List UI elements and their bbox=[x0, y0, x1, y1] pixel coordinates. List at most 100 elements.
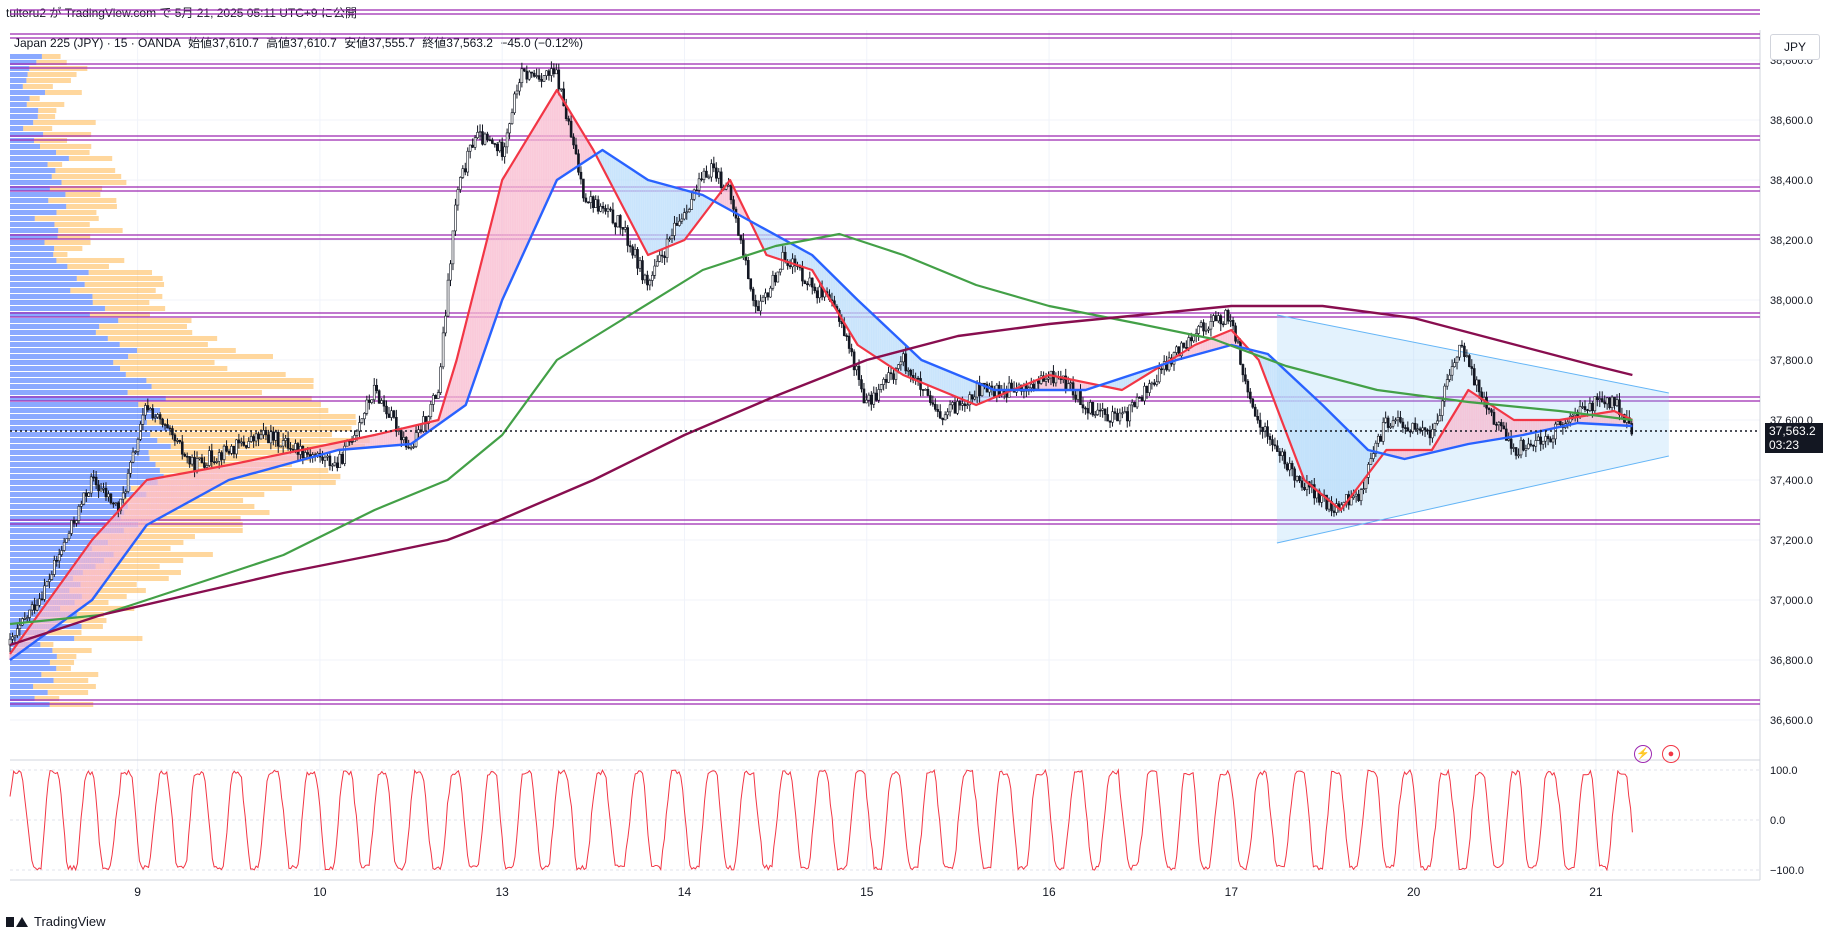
candle-body bbox=[537, 75, 541, 80]
candle-body bbox=[57, 554, 61, 562]
candle-body bbox=[1445, 379, 1449, 387]
volume-profile-bar bbox=[65, 192, 101, 197]
candle-body bbox=[427, 416, 430, 424]
candle-body bbox=[1044, 378, 1048, 382]
volume-profile-bar bbox=[10, 570, 83, 575]
volume-profile-bar bbox=[29, 96, 40, 101]
volume-profile-bar bbox=[138, 402, 321, 407]
volume-profile-bar bbox=[10, 474, 164, 479]
candle-body bbox=[1221, 323, 1225, 326]
volume-profile-bar bbox=[10, 282, 85, 287]
y-tick-label: 37,800.0 bbox=[1770, 355, 1813, 367]
candle-body bbox=[1490, 409, 1493, 413]
candle-body bbox=[889, 372, 893, 375]
candle-body bbox=[1180, 342, 1183, 357]
record-icon[interactable]: ● bbox=[1662, 745, 1680, 763]
bar-countdown: 03:23 bbox=[1769, 438, 1800, 453]
ema-line bbox=[9, 88, 1633, 655]
candle-body bbox=[1524, 448, 1528, 451]
volume-profile-bar bbox=[51, 174, 122, 179]
candle-body bbox=[879, 384, 883, 390]
volume-profile-bar bbox=[10, 354, 129, 359]
candle-body bbox=[1128, 404, 1132, 422]
candle-body bbox=[33, 604, 36, 611]
candle-body bbox=[1182, 342, 1186, 348]
candle-body bbox=[454, 204, 457, 232]
volume-profile-bar bbox=[45, 90, 82, 95]
candle-body bbox=[1578, 406, 1582, 417]
x-tick-label: 13 bbox=[496, 885, 510, 899]
candle-body bbox=[276, 431, 280, 447]
candle-body bbox=[604, 208, 607, 212]
volume-profile-bar bbox=[10, 480, 158, 485]
volume-profile-bar bbox=[170, 444, 366, 449]
lightning-icon[interactable]: ⚡ bbox=[1634, 745, 1652, 763]
candle-body bbox=[850, 348, 853, 353]
volume-profile-bar bbox=[120, 366, 228, 371]
volume-profile-bar bbox=[10, 450, 149, 455]
volume-profile-bar bbox=[66, 204, 117, 209]
candle-body bbox=[279, 445, 283, 448]
candle-body bbox=[1295, 476, 1299, 481]
volume-profile-bar bbox=[108, 540, 184, 545]
candle-body bbox=[771, 275, 775, 289]
candle-body bbox=[1249, 391, 1252, 400]
candle-body bbox=[456, 189, 460, 206]
candle-body bbox=[739, 235, 743, 241]
candle-body bbox=[1354, 493, 1358, 497]
candle-body bbox=[222, 445, 226, 460]
candle-body bbox=[380, 400, 383, 404]
candle-body bbox=[151, 408, 155, 419]
candle-body bbox=[1089, 401, 1092, 414]
candle-body bbox=[1357, 493, 1360, 501]
volume-profile-bar bbox=[10, 84, 23, 89]
candle-body bbox=[331, 464, 334, 467]
candle-body bbox=[855, 365, 858, 371]
candle-body bbox=[188, 456, 191, 465]
candle-body bbox=[1185, 347, 1188, 349]
volume-profile-bar bbox=[10, 420, 147, 425]
candle-body bbox=[1463, 345, 1466, 357]
candle-body bbox=[1219, 315, 1223, 325]
candle-body bbox=[1391, 420, 1395, 427]
candle-body bbox=[852, 351, 856, 371]
candle-body bbox=[1155, 381, 1159, 385]
candle-body bbox=[80, 503, 83, 507]
candle-body bbox=[35, 605, 39, 611]
candle-body bbox=[1081, 404, 1085, 409]
candle-body bbox=[1101, 408, 1104, 411]
currency-button[interactable]: JPY bbox=[1770, 34, 1820, 60]
candle-body bbox=[518, 82, 521, 92]
candle-body bbox=[161, 418, 164, 425]
candle-body bbox=[705, 170, 708, 178]
candle-body bbox=[1034, 380, 1038, 390]
candle-body bbox=[658, 254, 661, 262]
candle-body bbox=[732, 199, 735, 210]
candle-body bbox=[921, 389, 925, 391]
candle-body bbox=[660, 254, 664, 257]
volume-profile-bar bbox=[10, 342, 120, 347]
candle-body bbox=[119, 498, 123, 512]
candle-body bbox=[461, 168, 465, 178]
candle-body bbox=[112, 502, 115, 505]
candle-body bbox=[938, 411, 942, 419]
candle-body bbox=[764, 292, 767, 298]
volume-profile-bar bbox=[10, 246, 55, 251]
volume-profile-bar bbox=[128, 504, 255, 509]
candle-body bbox=[121, 492, 125, 500]
volume-profile-bar bbox=[10, 486, 131, 491]
volume-profile-bar bbox=[10, 684, 34, 689]
volume-profile-bar bbox=[120, 516, 241, 521]
candle-body bbox=[65, 538, 68, 543]
oscillator-line bbox=[9, 768, 1633, 872]
candle-body bbox=[208, 450, 211, 466]
symbol-name[interactable]: Japan 225 (JPY) · 15 · OANDA bbox=[14, 36, 181, 50]
candle-body bbox=[449, 263, 452, 281]
volume-profile-bar bbox=[10, 294, 93, 299]
candle-body bbox=[678, 220, 681, 226]
volume-profile-bar bbox=[10, 228, 59, 233]
candle-body bbox=[1475, 379, 1479, 386]
candle-body bbox=[1384, 417, 1387, 423]
candle-body bbox=[847, 335, 851, 349]
